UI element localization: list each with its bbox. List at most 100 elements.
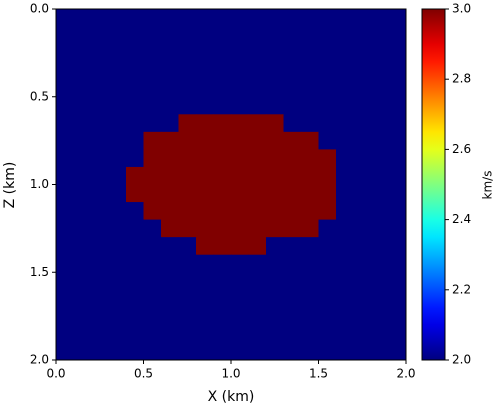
cell (213, 9, 232, 28)
cell (283, 237, 302, 256)
cell (388, 131, 407, 150)
cell (73, 79, 92, 98)
cell (91, 44, 109, 63)
cell (143, 307, 162, 326)
cell (266, 342, 284, 361)
x-tick-label: 1.5 (309, 367, 328, 381)
x-tick-label: 1.0 (221, 367, 240, 381)
cell (318, 114, 337, 133)
cell (91, 289, 109, 308)
cell (91, 166, 109, 185)
cell (161, 44, 179, 63)
cell (231, 26, 249, 45)
cell (336, 272, 354, 291)
cell (371, 9, 389, 28)
cell (283, 254, 302, 273)
cell (388, 289, 407, 308)
cell (336, 237, 354, 256)
cell (301, 219, 319, 238)
cell (126, 114, 144, 133)
cell (371, 202, 389, 221)
cell (213, 79, 232, 98)
cell (248, 131, 267, 150)
cell (301, 96, 319, 115)
cell (231, 149, 249, 168)
cell (283, 324, 302, 343)
cell (371, 166, 389, 185)
cell (91, 202, 109, 221)
cell (143, 166, 162, 185)
cell (318, 79, 337, 98)
cell (161, 254, 179, 273)
cell (353, 324, 372, 343)
cell (248, 79, 267, 98)
y-tick-label: 1.5 (30, 265, 49, 279)
cell (126, 237, 144, 256)
cell (56, 79, 74, 98)
cell (196, 9, 214, 28)
cell (388, 237, 407, 256)
cell (196, 307, 214, 326)
cell (73, 254, 92, 273)
cell (283, 289, 302, 308)
cell (248, 114, 267, 133)
cell (143, 219, 162, 238)
cell (178, 79, 197, 98)
cell (371, 272, 389, 291)
cell (178, 61, 197, 80)
cell (283, 272, 302, 291)
cell (353, 166, 372, 185)
cell (56, 202, 74, 221)
cell (213, 61, 232, 80)
cell (126, 219, 144, 238)
cell (108, 184, 127, 203)
cell (213, 149, 232, 168)
cell (196, 44, 214, 63)
cell (108, 166, 127, 185)
cell (161, 149, 179, 168)
cell (231, 96, 249, 115)
cell (388, 184, 407, 203)
cell (266, 289, 284, 308)
cell (143, 131, 162, 150)
cell (336, 114, 354, 133)
cell (91, 26, 109, 45)
cell (301, 61, 319, 80)
cell (91, 219, 109, 238)
cell (178, 324, 197, 343)
cell (336, 184, 354, 203)
cell (248, 342, 267, 361)
cell (73, 9, 92, 28)
cell (266, 131, 284, 150)
cell (388, 96, 407, 115)
cell (196, 26, 214, 45)
cell (283, 96, 302, 115)
cell (213, 96, 232, 115)
cell (213, 131, 232, 150)
cell (301, 237, 319, 256)
cell (161, 272, 179, 291)
cell (143, 9, 162, 28)
cell (301, 44, 319, 63)
cell (213, 44, 232, 63)
cell (108, 9, 127, 28)
cell (353, 272, 372, 291)
x-tick-label: 2.0 (396, 367, 415, 381)
cell (178, 131, 197, 150)
cell (213, 289, 232, 308)
cell (318, 61, 337, 80)
cell (353, 96, 372, 115)
cell (143, 61, 162, 80)
cell (248, 202, 267, 221)
cell (213, 219, 232, 238)
cell (73, 219, 92, 238)
cell (266, 114, 284, 133)
cell (353, 289, 372, 308)
cell (196, 96, 214, 115)
cell (248, 26, 267, 45)
cell (318, 272, 337, 291)
cell (178, 184, 197, 203)
cell (231, 166, 249, 185)
cell (301, 254, 319, 273)
cell (353, 61, 372, 80)
